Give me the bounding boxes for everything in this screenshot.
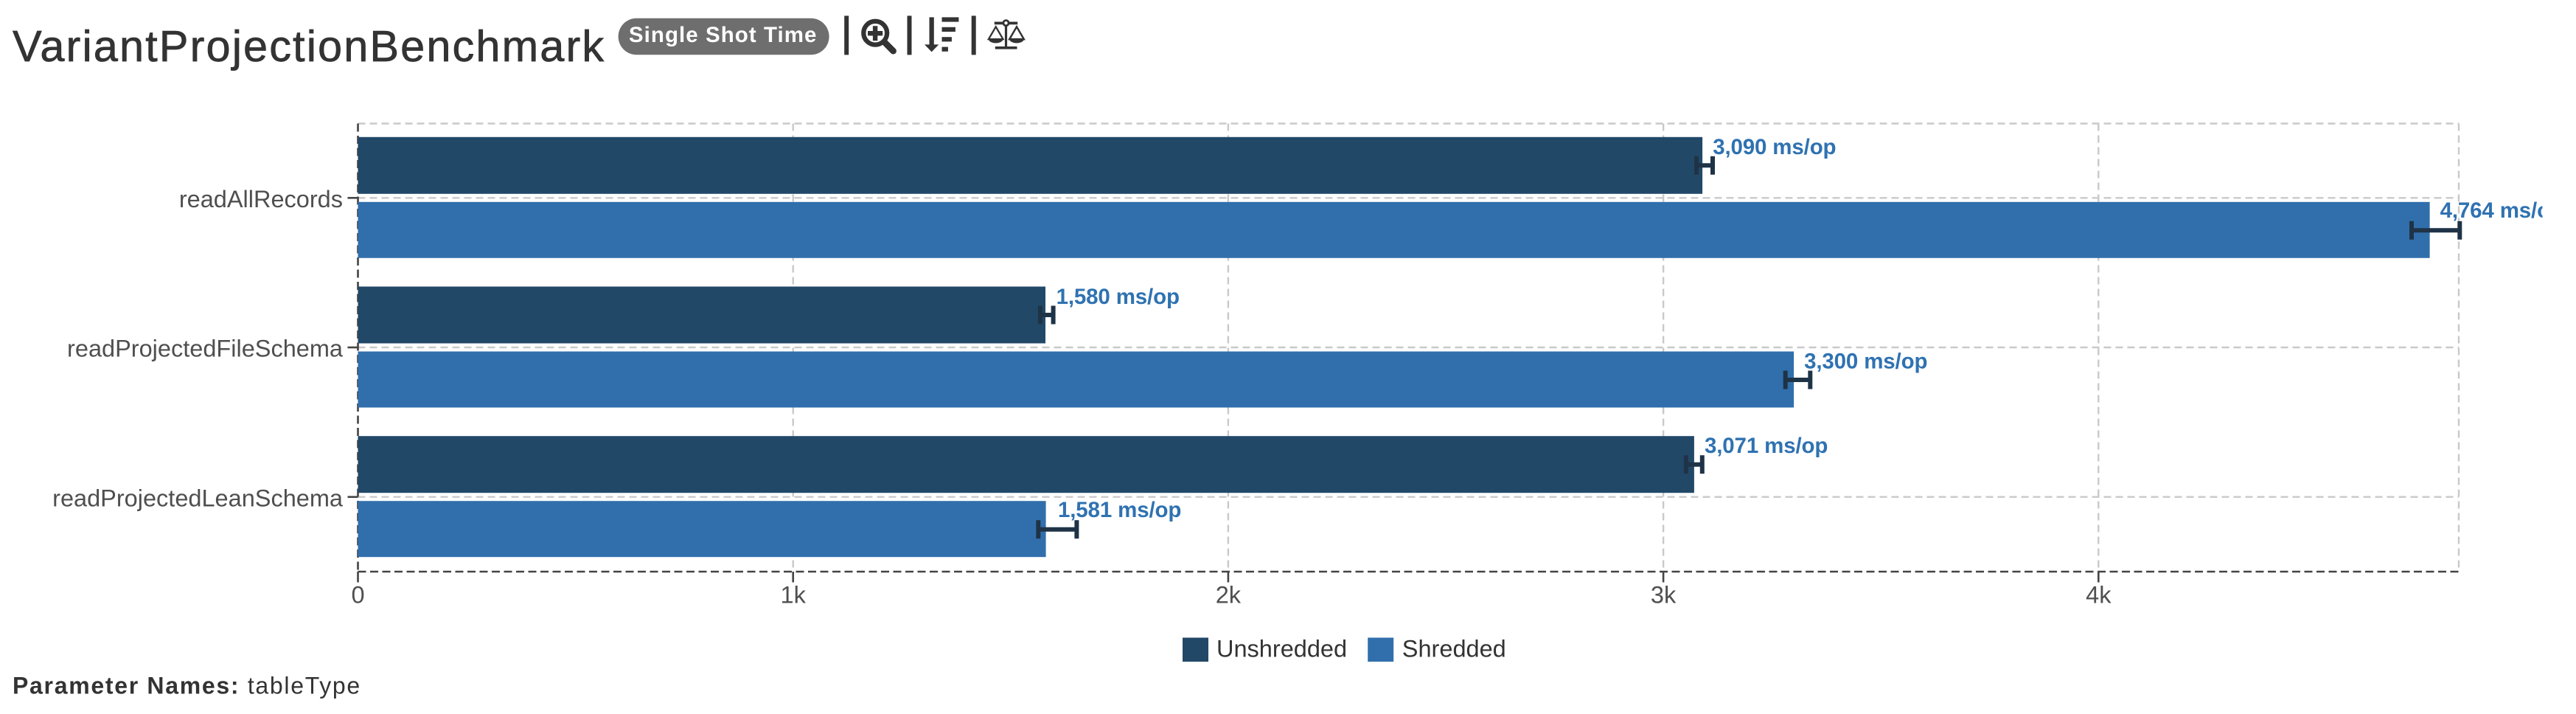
svg-text:1,581 ms/op: 1,581 ms/op: [1058, 498, 1181, 522]
svg-text:Single Shot Time: Single Shot Time: [629, 23, 818, 47]
svg-text:3,090 ms/op: 3,090 ms/op: [1713, 135, 1836, 159]
svg-text:Unshredded: Unshredded: [1216, 636, 1347, 662]
svg-text:1k: 1k: [781, 582, 807, 609]
svg-text:readProjectedLeanSchema: readProjectedLeanSchema: [52, 485, 344, 511]
svg-text:3k: 3k: [1651, 582, 1677, 609]
svg-text:0: 0: [351, 582, 364, 609]
svg-text:Parameter Names: tableType: Parameter Names: tableType: [13, 672, 361, 699]
svg-text:readProjectedFileSchema: readProjectedFileSchema: [67, 336, 344, 362]
svg-text:VariantProjectionBenchmark: VariantProjectionBenchmark: [13, 21, 605, 71]
svg-text:3,071 ms/op: 3,071 ms/op: [1705, 434, 1828, 458]
svg-text:1,580 ms/op: 1,580 ms/op: [1056, 285, 1180, 309]
svg-text:4,764 ms/op: 4,764 ms/op: [2440, 198, 2563, 223]
svg-text:4k: 4k: [2086, 582, 2112, 609]
svg-text:Shredded: Shredded: [1402, 636, 1506, 662]
svg-text:2k: 2k: [1216, 582, 1242, 609]
svg-text:3,300 ms/op: 3,300 ms/op: [1804, 350, 1927, 374]
svg-text:readAllRecords: readAllRecords: [179, 186, 343, 212]
